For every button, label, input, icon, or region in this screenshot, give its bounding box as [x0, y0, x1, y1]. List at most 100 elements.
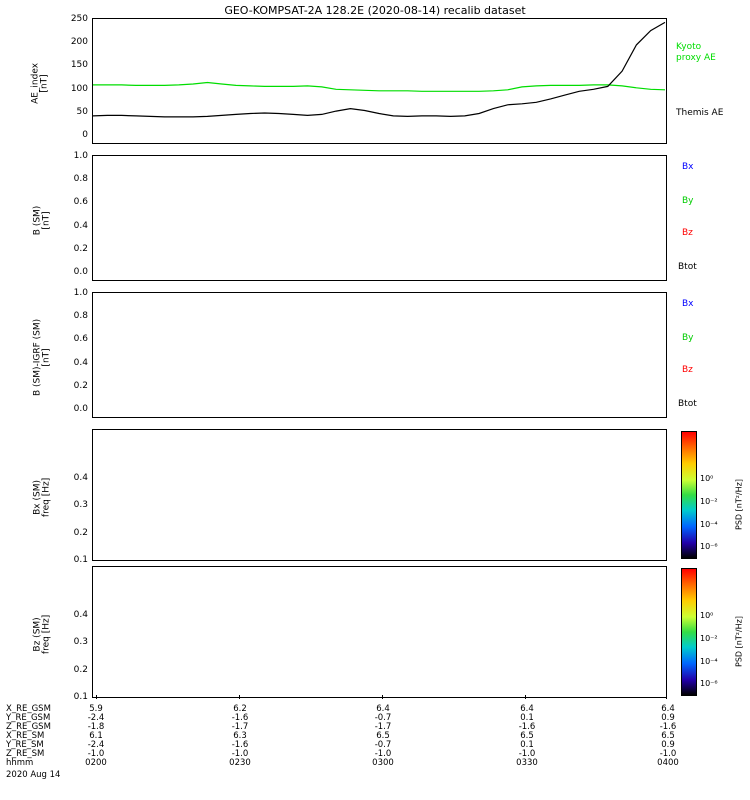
panel-bz-spec-ytick-3: 0.3 — [73, 637, 88, 647]
legend-b-sm-bx: Bx — [682, 162, 694, 172]
footer-col3-val2: -1.6 — [518, 722, 536, 732]
legend-b-igrf-btot: Btot — [678, 399, 697, 409]
xtick-3 — [525, 695, 526, 699]
legend-b-igrf-bx: Bx — [682, 299, 694, 309]
panel-ae-index-ytick-1: 50 — [76, 107, 88, 117]
panel-bx-spec-ytick-4: 0.4 — [73, 473, 88, 483]
panel-ae-index-ytick-0: 0 — [82, 130, 88, 140]
footer-col2-time: 0300 — [372, 758, 394, 768]
footer-label-4: Y_RE_SM — [6, 740, 44, 750]
panel-b-igrf-ytick-3: 0.6 — [73, 334, 88, 344]
footer-col3-val1: 0.1 — [520, 713, 534, 723]
footer-label-2: Z_RE_GSM — [6, 722, 51, 732]
panel-ae-index-ylabel: AE_index [nT] — [30, 62, 50, 104]
footer-col3-val3: 6.5 — [520, 731, 534, 741]
panel-bx-spectrogram — [92, 429, 667, 561]
legend-b-sm-by: By — [682, 196, 694, 206]
footer-label-0: X_RE_GSM — [6, 704, 51, 714]
panel-ae-index-ytick-5: 250 — [70, 14, 88, 24]
panel-bx-spec-ylabel: Bx (SM) freq [Hz] — [32, 477, 52, 518]
panel-ae-index-ytick-4: 200 — [70, 37, 88, 47]
panel-b-igrf-ytick-2: 0.4 — [73, 358, 88, 368]
footer-col4-time: 0400 — [657, 758, 679, 768]
footer-col0-val1: -2.4 — [87, 713, 105, 723]
xtick-4 — [666, 695, 667, 699]
colorbar-bz-spectrogram — [681, 568, 697, 696]
panel-bz-spec-ytick-1: 0.1 — [73, 692, 88, 702]
colorbar-bx-tick-2: 10⁻⁴ — [700, 520, 718, 529]
footer-label-3: X_RE_SM — [6, 731, 45, 741]
footer-col2-val0: 6.4 — [376, 704, 390, 714]
panel-bx-spec-ytick-2: 0.2 — [73, 528, 88, 538]
footer-col2-val2: -1.7 — [374, 722, 392, 732]
footer-col1-val3: 6.3 — [233, 731, 247, 741]
footer-col0-time: 0200 — [85, 758, 107, 768]
footer-label-1: Y_RE_GSM — [6, 713, 51, 723]
legend-kyoto-line1: Kyoto — [676, 42, 702, 52]
footer-col2-val5: -1.0 — [374, 749, 392, 759]
colorbar-bz-tick-0: 10⁰ — [700, 611, 714, 620]
xtick-2 — [382, 695, 383, 699]
colorbar-bz-tick-1: 10⁻² — [700, 634, 718, 643]
colorbar-bz-gradient — [682, 569, 696, 695]
panel-ae-index-ytick-3: 150 — [70, 60, 88, 70]
footer-col1-val4: -1.6 — [231, 740, 249, 750]
panel-ae-index-ytick-2: 100 — [70, 84, 88, 94]
footer-col1-val5: -1.0 — [231, 749, 249, 759]
panel-b-igrf-ytick-4: 0.8 — [73, 311, 88, 321]
panel-b-sm-ytick-3: 0.6 — [73, 197, 88, 207]
panel-b-sm-ytick-0: 0.0 — [73, 267, 88, 277]
footer-col3-val0: 6.4 — [520, 704, 534, 714]
footer-col0-val3: 6.1 — [89, 731, 103, 741]
panel-bz-spectrogram — [92, 566, 667, 698]
colorbar-bx-tick-1: 10⁻² — [700, 497, 718, 506]
colorbar-bz-label: PSD [nT²/Hz] — [734, 616, 744, 667]
footer-col4-val2: -1.6 — [659, 722, 677, 732]
footer-col0-val2: -1.8 — [87, 722, 105, 732]
panel-bz-spec-ylabel: Bz (SM) freq [Hz] — [32, 614, 52, 655]
footer-col1-val2: -1.7 — [231, 722, 249, 732]
panel-b-sm-ylabel: B (SM) [nT] — [32, 205, 52, 236]
panel-bz-spec-ytick-2: 0.2 — [73, 665, 88, 675]
colorbar-bz-tick-3: 10⁻⁶ — [700, 679, 718, 688]
footer-label-5: Z_RE_SM — [6, 749, 45, 759]
footer-col1-val0: 6.2 — [233, 704, 247, 714]
footer-col3-time: 0330 — [516, 758, 538, 768]
panel-b-sm — [92, 155, 667, 281]
panel-b-igrf-ytick-0: 0.0 — [73, 404, 88, 414]
legend-b-sm-bz: Bz — [682, 228, 693, 238]
panel-b-sm-ytick-4: 0.8 — [73, 174, 88, 184]
footer-col4-val1: 0.9 — [661, 713, 675, 723]
panel-b-sm-ytick-1: 0.2 — [73, 244, 88, 254]
footer-col2-val1: -0.7 — [374, 713, 392, 723]
legend-b-sm-btot: Btot — [678, 262, 697, 272]
panel-b-sm-ytick-2: 0.4 — [73, 221, 88, 231]
panel-b-sm-minus-igrf-ylabel: B (SM)-IGRF (SM) [nT] — [32, 318, 52, 397]
footer-date: 2020 Aug 14 — [6, 770, 61, 780]
panel-b-sm-minus-igrf — [92, 292, 667, 418]
footer-col4-val0: 6.4 — [661, 704, 675, 714]
colorbar-bx-gradient — [682, 432, 696, 558]
figure-title: GEO-KOMPSAT-2A 128.2E (2020-08-14) recal… — [224, 4, 526, 17]
footer-col2-val4: -0.7 — [374, 740, 392, 750]
legend-b-igrf-by: By — [682, 333, 694, 343]
xtick-1 — [239, 695, 240, 699]
panel-b-sm-ytick-5: 1.0 — [73, 151, 88, 161]
colorbar-bz-tick-2: 10⁻⁴ — [700, 657, 718, 666]
panel-b-igrf-ytick-1: 0.2 — [73, 381, 88, 391]
panel-bx-spec-ytick-3: 0.3 — [73, 500, 88, 510]
colorbar-bx-spectrogram — [681, 431, 697, 559]
footer-label-6: hhmm — [6, 758, 34, 768]
colorbar-bx-tick-3: 10⁻⁶ — [700, 542, 718, 551]
panel-bz-spec-ytick-4: 0.4 — [73, 610, 88, 620]
colorbar-bx-label: PSD [nT²/Hz] — [734, 479, 744, 530]
panel-b-igrf-ytick-5: 1.0 — [73, 288, 88, 298]
footer-col0-val0: 5.9 — [89, 704, 103, 714]
footer-col1-time: 0230 — [229, 758, 251, 768]
colorbar-bx-tick-0: 10⁰ — [700, 474, 714, 483]
footer-col4-val5: -1.0 — [659, 749, 677, 759]
xtick-0 — [96, 695, 97, 699]
panel-ae-index — [92, 18, 667, 144]
panel-bx-spec-ytick-1: 0.1 — [73, 555, 88, 565]
